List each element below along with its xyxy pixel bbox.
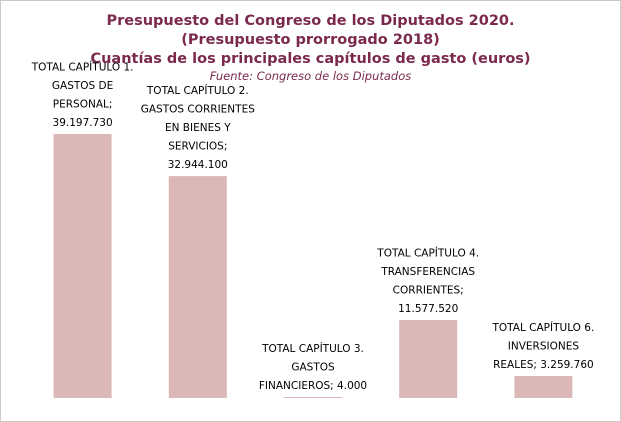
bar-3-data-label-line-2: GASTOS	[291, 362, 335, 374]
bar-3	[284, 397, 342, 398]
bar-1-data-label-line-4: 39.197.730	[53, 117, 113, 129]
chart-subtitle: Cuantías de los principales capítulos de…	[90, 51, 531, 67]
bar-3-data-label-line-1: TOTAL CAPÍTULO 3.	[261, 342, 364, 355]
bar-5-data-label-line-2: INVERSIONES	[508, 341, 580, 353]
bar-1	[53, 134, 112, 398]
bar-2	[168, 176, 227, 398]
bar-3-data-label-line-3: FINANCIEROS; 4.000	[259, 380, 367, 392]
bar-2-data-label-line-1: TOTAL CAPÍTULO 2.	[146, 84, 249, 97]
chart-title-block: Presupuesto del Congreso de los Diputado…	[0, 12, 621, 83]
bar-1-data-label-line-2: GASTOS DE	[52, 80, 113, 92]
chart-title-line2: (Presupuesto prorrogado 2018)	[181, 32, 440, 48]
bar-2-data-label-line-5: 32.944.100	[168, 159, 228, 171]
bar-5-data-label-line-1: TOTAL CAPÍTULO 6.	[492, 321, 595, 334]
bar-5-data-label-line-3: REALES; 3.259.760	[493, 359, 594, 371]
bar-1-data-label-line-3: PERSONAL;	[53, 99, 113, 111]
bar-4-data-label-line-1: TOTAL CAPÍTULO 4.	[376, 247, 479, 260]
chart-title: Presupuesto del Congreso de los Diputado…	[106, 13, 515, 29]
bar-2-data-label-line-4: SERVICIOS;	[168, 141, 227, 153]
bar-5	[514, 376, 573, 398]
bar-2-data-label-line-3: EN BIENES Y	[165, 122, 231, 134]
bar-4-data-label-line-3: CORRIENTES;	[393, 285, 464, 297]
bar-4-data-label-line-4: 11.577.520	[398, 303, 458, 315]
bar-4-data-label-line-2: TRANSFERENCIAS	[380, 266, 475, 278]
chart-source: Fuente: Congreso de los Diputados	[209, 69, 412, 83]
bar-2-data-label-line-2: GASTOS CORRIENTES	[141, 104, 255, 116]
bar-4	[399, 320, 458, 398]
bar-1-data-label-line-1: TOTAL CAPÍTULO 1.	[31, 61, 134, 74]
